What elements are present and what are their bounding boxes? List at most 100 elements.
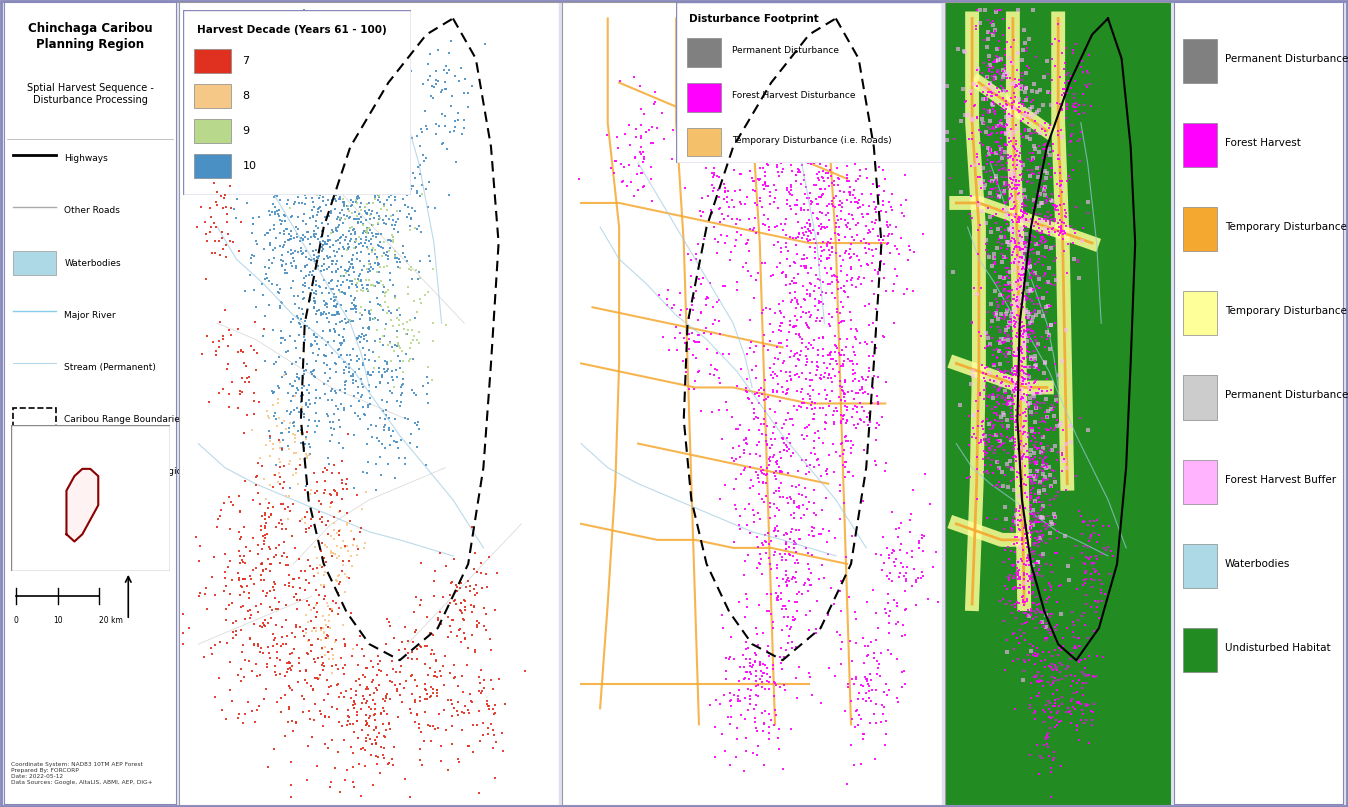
Point (880, 136, 902, 148)
Point (803, 157, 825, 169)
Point (324, 245, 345, 258)
Point (1014, 272, 1035, 285)
Point (996, 270, 1018, 282)
Point (779, 315, 801, 328)
Point (295, 574, 317, 587)
Point (306, 671, 328, 684)
Point (317, 408, 338, 420)
Point (834, 230, 856, 243)
Point (324, 309, 345, 322)
Point (1000, 461, 1022, 474)
Point (468, 616, 489, 629)
Point (981, 156, 1003, 169)
Point (768, 482, 790, 495)
Point (1045, 60, 1066, 73)
Point (822, 95, 844, 108)
Point (886, 522, 907, 535)
Point (1019, 551, 1041, 564)
Point (789, 89, 810, 102)
Point (286, 587, 307, 600)
Point (780, 189, 802, 202)
Point (222, 203, 244, 215)
Point (803, 530, 825, 543)
Point (380, 313, 402, 326)
Point (337, 200, 359, 213)
Point (1073, 607, 1095, 620)
Point (821, 385, 842, 398)
Point (280, 755, 302, 768)
Point (1003, 196, 1024, 209)
Point (1008, 240, 1030, 253)
Point (1006, 365, 1027, 378)
Point (414, 639, 435, 652)
Point (340, 211, 361, 224)
Point (864, 263, 886, 276)
Point (346, 349, 368, 362)
Point (341, 130, 363, 143)
Point (271, 153, 293, 165)
Point (243, 578, 264, 591)
Point (864, 217, 886, 230)
Point (1003, 215, 1024, 228)
Point (396, 635, 418, 648)
Point (322, 652, 344, 665)
Point (786, 102, 807, 115)
Point (376, 168, 398, 181)
Point (338, 554, 360, 567)
Point (1000, 312, 1022, 325)
Point (340, 399, 361, 412)
Point (356, 695, 377, 708)
Point (791, 100, 813, 113)
Point (1010, 273, 1031, 286)
Point (1033, 703, 1054, 716)
Point (995, 94, 1016, 107)
Point (797, 420, 818, 433)
Point (407, 272, 429, 285)
Point (996, 422, 1018, 435)
Point (729, 450, 751, 463)
Point (860, 67, 882, 80)
Point (1002, 100, 1023, 113)
Point (325, 385, 346, 398)
Point (423, 670, 445, 683)
Point (315, 99, 337, 112)
Point (1010, 169, 1031, 182)
Point (365, 750, 387, 763)
Point (987, 82, 1008, 94)
Point (1054, 63, 1076, 76)
Point (309, 512, 330, 525)
Point (809, 315, 830, 328)
Point (778, 383, 799, 395)
Point (1082, 557, 1104, 570)
Point (785, 232, 806, 245)
Point (262, 385, 283, 398)
Point (1006, 632, 1027, 645)
Point (287, 161, 309, 174)
Point (764, 81, 786, 94)
Point (1080, 601, 1101, 614)
Point (357, 399, 379, 412)
Point (794, 36, 816, 48)
Point (1039, 215, 1061, 228)
Point (779, 366, 801, 378)
Point (785, 576, 806, 589)
Point (984, 307, 1006, 320)
Point (723, 441, 744, 454)
Point (333, 558, 355, 571)
Point (1016, 541, 1038, 554)
Point (391, 395, 412, 408)
Point (295, 245, 317, 258)
Point (1002, 368, 1023, 381)
Point (976, 446, 998, 459)
Point (727, 695, 748, 708)
Point (294, 143, 315, 156)
Point (736, 236, 758, 249)
Point (754, 183, 775, 196)
Point (763, 60, 785, 73)
Point (1002, 232, 1023, 245)
Point (253, 529, 275, 541)
Point (1055, 706, 1077, 719)
Point (687, 314, 709, 327)
Point (756, 157, 778, 170)
Point (1041, 711, 1062, 724)
